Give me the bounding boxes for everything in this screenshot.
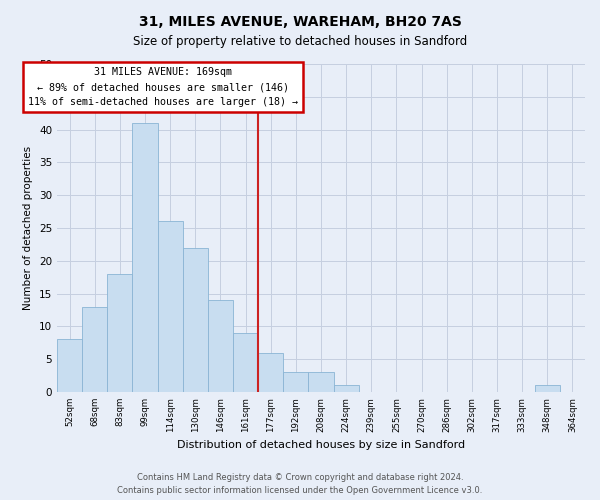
Bar xyxy=(158,222,183,392)
Bar xyxy=(107,274,133,392)
Bar xyxy=(82,306,107,392)
Bar xyxy=(208,300,233,392)
Text: 31, MILES AVENUE, WAREHAM, BH20 7AS: 31, MILES AVENUE, WAREHAM, BH20 7AS xyxy=(139,15,461,29)
Text: Contains HM Land Registry data © Crown copyright and database right 2024.
Contai: Contains HM Land Registry data © Crown c… xyxy=(118,474,482,495)
Y-axis label: Number of detached properties: Number of detached properties xyxy=(23,146,34,310)
X-axis label: Distribution of detached houses by size in Sandford: Distribution of detached houses by size … xyxy=(177,440,465,450)
Bar xyxy=(535,386,560,392)
Bar xyxy=(283,372,308,392)
Bar xyxy=(57,340,82,392)
Bar xyxy=(183,248,208,392)
Text: 31 MILES AVENUE: 169sqm
← 89% of detached houses are smaller (146)
11% of semi-d: 31 MILES AVENUE: 169sqm ← 89% of detache… xyxy=(28,68,298,107)
Text: Size of property relative to detached houses in Sandford: Size of property relative to detached ho… xyxy=(133,35,467,48)
Bar xyxy=(233,333,258,392)
Bar xyxy=(334,386,359,392)
Bar xyxy=(308,372,334,392)
Bar xyxy=(258,352,283,392)
Bar xyxy=(133,123,158,392)
